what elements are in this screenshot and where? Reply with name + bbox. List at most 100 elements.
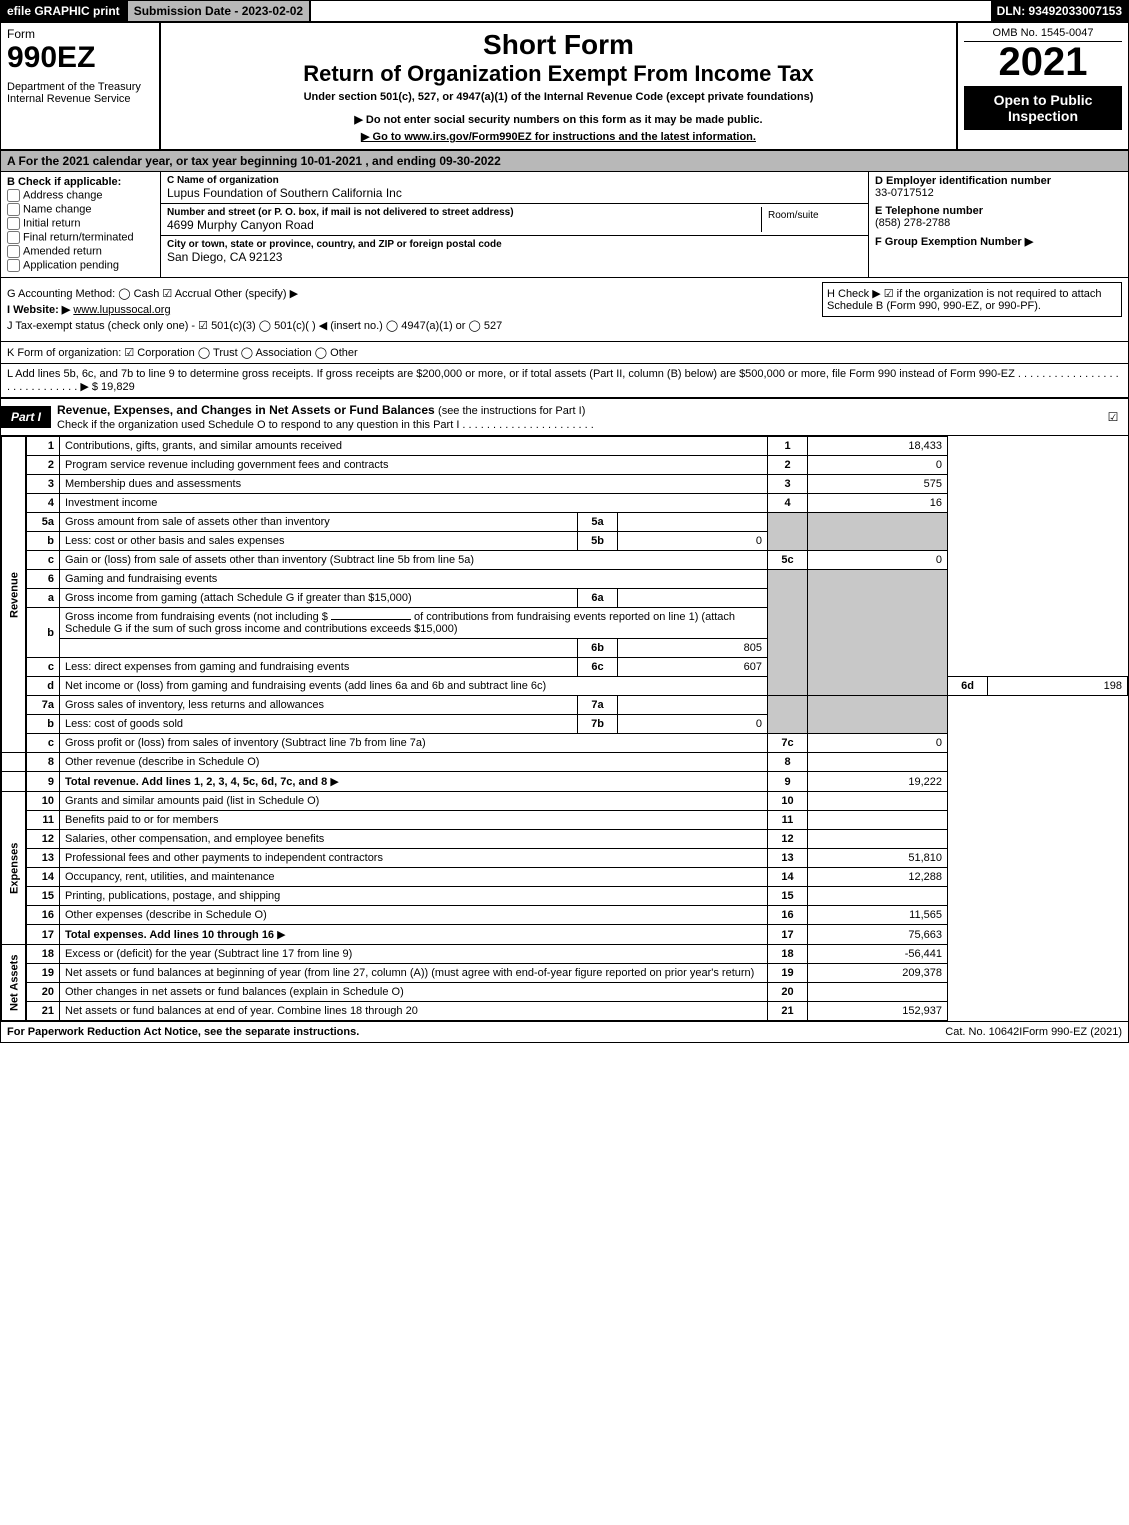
line-14-row: 14Occupancy, rent, utilities, and mainte…: [2, 868, 1128, 887]
header-left: Form 990EZ Department of the Treasury In…: [1, 23, 161, 149]
line-val: 575: [808, 475, 948, 494]
title-main: Return of Organization Exempt From Incom…: [169, 61, 948, 87]
c-street: 4699 Murphy Canyon Road: [167, 218, 761, 232]
line-desc: Gross amount from sale of assets other t…: [60, 513, 578, 532]
efile-label[interactable]: efile GRAPHIC print: [1, 1, 128, 21]
line-desc: Gross profit or (loss) from sales of inv…: [60, 734, 768, 753]
row-a-tax-year: A For the 2021 calendar year, or tax yea…: [1, 151, 1128, 172]
tax-year: 2021: [964, 42, 1122, 82]
line-desc: Grants and similar amounts paid (list in…: [60, 792, 768, 811]
chk-label: Name change: [23, 203, 92, 215]
chk-label: Initial return: [23, 217, 80, 229]
line-6b-row: b Gross income from fundraising events (…: [2, 608, 1128, 639]
part-1-tag: Part I: [1, 406, 51, 428]
part-1-sub: Check if the organization used Schedule …: [57, 419, 594, 431]
line-desc: Benefits paid to or for members: [60, 811, 768, 830]
chk-initial-return[interactable]: Initial return: [7, 217, 154, 230]
line-val: [808, 792, 948, 811]
line-desc: Gross sales of inventory, less returns a…: [60, 696, 578, 715]
line-desc: Other changes in net assets or fund bala…: [60, 983, 768, 1002]
line-15-row: 15Printing, publications, postage, and s…: [2, 887, 1128, 906]
part-1-title: Revenue, Expenses, and Changes in Net As…: [51, 399, 1098, 435]
chk-name-change[interactable]: Name change: [7, 203, 154, 216]
line-val: -56,441: [808, 945, 948, 964]
line-desc: Professional fees and other payments to …: [60, 849, 768, 868]
line-desc: Membership dues and assessments: [60, 475, 768, 494]
form-number: 990EZ: [7, 41, 153, 75]
chk-address-change[interactable]: Address change: [7, 189, 154, 202]
e-phone-label: E Telephone number: [875, 205, 1122, 217]
line-20-row: 20Other changes in net assets or fund ba…: [2, 983, 1128, 1002]
line-val: 198: [988, 677, 1128, 696]
line-desc: Net assets or fund balances at beginning…: [60, 964, 768, 983]
f-group-exemption: F Group Exemption Number ▶: [869, 232, 1128, 251]
line-val: 0: [808, 734, 948, 753]
line-val: [808, 887, 948, 906]
line-19-row: 19Net assets or fund balances at beginni…: [2, 964, 1128, 983]
l-value: 19,829: [101, 381, 135, 393]
footer-left: For Paperwork Reduction Act Notice, see …: [7, 1026, 945, 1038]
c-city-caption: City or town, state or province, country…: [167, 239, 862, 250]
sub-val: 805: [618, 639, 768, 658]
line-7c-row: cGross profit or (loss) from sales of in…: [2, 734, 1128, 753]
line-desc: Excess or (deficit) for the year (Subtra…: [60, 945, 768, 964]
footer-right: Form 990-EZ (2021): [1022, 1026, 1122, 1038]
line-3-row: 3Membership dues and assessments3575: [2, 475, 1128, 494]
line-6b-pre: Gross income from fundraising events (no…: [65, 611, 328, 623]
line-desc: Total expenses. Add lines 10 through 16: [60, 925, 768, 945]
line-18-row: Net Assets 18Excess or (deficit) for the…: [2, 945, 1128, 964]
header-right: OMB No. 1545-0047 2021 Open to Public In…: [958, 23, 1128, 149]
line-val: 51,810: [808, 849, 948, 868]
line-val: 0: [808, 456, 948, 475]
line-5b-row: bLess: cost or other basis and sales exp…: [2, 532, 1128, 551]
chk-amended-return[interactable]: Amended return: [7, 245, 154, 258]
line-6b-val-row: 6b805: [2, 639, 1128, 658]
c-org-name: Lupus Foundation of Southern California …: [167, 186, 862, 200]
line-4-row: 4Investment income416: [2, 494, 1128, 513]
line-val: [808, 811, 948, 830]
c-street-box: Number and street (or P. O. box, if mail…: [161, 204, 868, 236]
line-9-row: 9Total revenue. Add lines 1, 2, 3, 4, 5c…: [2, 772, 1128, 792]
chk-final-return[interactable]: Final return/terminated: [7, 231, 154, 244]
part-1-title-text: Revenue, Expenses, and Changes in Net As…: [57, 403, 435, 417]
i-website-link[interactable]: www.lupussocal.org: [73, 304, 170, 316]
line-desc: Less: cost of goods sold: [60, 715, 578, 734]
line-val: 152,937: [808, 1002, 948, 1021]
side-revenue: Revenue: [2, 437, 26, 753]
e-phone-value: (858) 278-2788: [875, 217, 1122, 229]
d-ein: D Employer identification number 33-0717…: [869, 172, 1128, 202]
sub-val: [618, 696, 768, 715]
line-16-row: 16Other expenses (describe in Schedule O…: [2, 906, 1128, 925]
note-goto[interactable]: ▶ Go to www.irs.gov/Form990EZ for instru…: [169, 130, 948, 143]
line-2-row: 2Program service revenue including gover…: [2, 456, 1128, 475]
sub-val: [618, 513, 768, 532]
side-expenses: Expenses: [2, 792, 26, 945]
line-desc: Less: direct expenses from gaming and fu…: [60, 658, 578, 677]
dln: DLN: 93492033007153: [991, 1, 1128, 21]
chk-application-pending[interactable]: Application pending: [7, 259, 154, 272]
line-1-row: Revenue 1 Contributions, gifts, grants, …: [2, 437, 1128, 456]
form-990ez: efile GRAPHIC print Submission Date - 20…: [0, 0, 1129, 1043]
line-17-row: 17Total expenses. Add lines 10 through 1…: [2, 925, 1128, 945]
col-def: D Employer identification number 33-0717…: [868, 172, 1128, 277]
line-val: 12,288: [808, 868, 948, 887]
f-label: F Group Exemption Number ▶: [875, 236, 1033, 248]
header-center: Short Form Return of Organization Exempt…: [161, 23, 958, 149]
h-schedule-b: H Check ▶ ☑ if the organization is not r…: [822, 282, 1122, 317]
line-7b-row: bLess: cost of goods sold7b0: [2, 715, 1128, 734]
line-val: 11,565: [808, 906, 948, 925]
line-desc: Salaries, other compensation, and employ…: [60, 830, 768, 849]
k-form-of-org: K Form of organization: ☑ Corporation ◯ …: [1, 342, 1128, 364]
note-public: ▶ Do not enter social security numbers o…: [169, 113, 948, 126]
line-desc: Other expenses (describe in Schedule O): [60, 906, 768, 925]
chk-label: Final return/terminated: [23, 231, 134, 243]
page-footer: For Paperwork Reduction Act Notice, see …: [1, 1021, 1128, 1042]
line-desc: Occupancy, rent, utilities, and maintena…: [60, 868, 768, 887]
irs-link[interactable]: ▶ Go to www.irs.gov/Form990EZ for instru…: [361, 131, 756, 143]
d-ein-label: D Employer identification number: [875, 175, 1122, 187]
dept-label: Department of the Treasury Internal Reve…: [7, 81, 153, 105]
part-1-checkbox[interactable]: ☑: [1098, 410, 1128, 424]
col-c-org-info: C Name of organization Lupus Foundation …: [161, 172, 868, 277]
sub-val: [618, 589, 768, 608]
line-desc: Gross income from gaming (attach Schedul…: [60, 589, 578, 608]
